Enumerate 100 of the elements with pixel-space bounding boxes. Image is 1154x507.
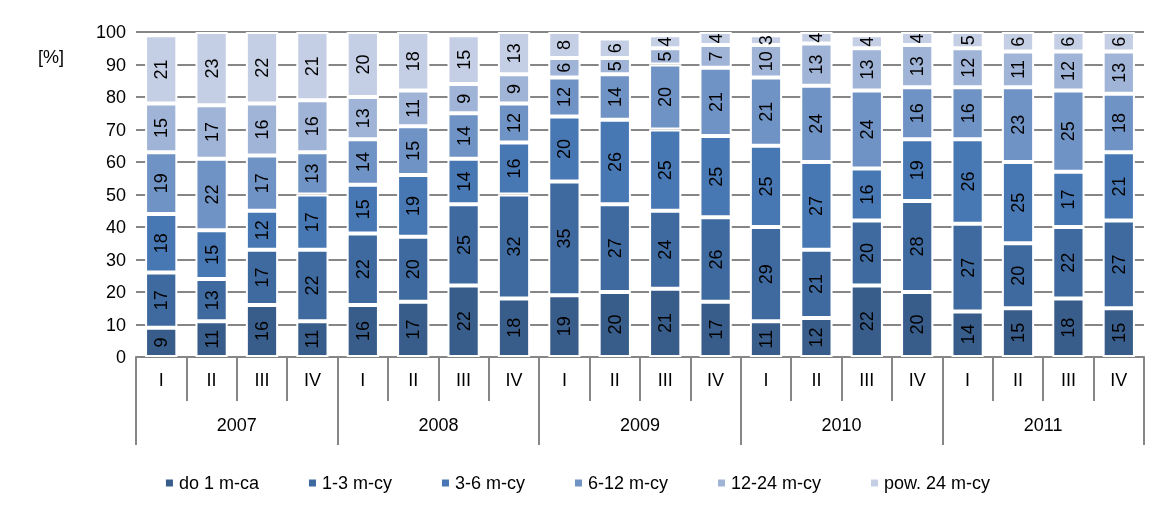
data-label: 21 [806,273,827,294]
data-label: 25 [453,234,474,255]
data-label: 25 [655,160,676,181]
data-label: 4 [705,33,726,44]
data-label: 15 [1008,322,1028,343]
data-label: 21 [705,91,726,112]
data-label: 20 [655,86,676,108]
data-label: 19 [907,160,928,181]
x-tick-label: III [859,370,875,390]
x-tick-label: I [763,370,769,390]
x-tick-label: II [408,370,419,390]
data-label: 17 [201,121,222,142]
data-label: 25 [756,176,776,197]
data-label: 13 [1108,62,1129,83]
data-label: 22 [1058,252,1079,273]
data-label: 22 [252,57,272,78]
y-tick-label: 10 [105,314,126,335]
y-tick-label: 80 [105,87,126,107]
x-tick-label: II [206,370,217,390]
data-label: 6 [554,62,575,73]
data-label: 12 [554,86,575,108]
data-label: 15 [1108,322,1129,343]
data-label: 17 [1058,189,1079,210]
data-label: 20 [1008,265,1028,286]
data-label: 17 [252,173,272,194]
data-label: 11 [302,329,323,349]
data-label: 17 [151,290,172,311]
data-label: 22 [856,311,877,332]
legend-label: pow. 24 m-cy [884,473,991,493]
data-label: 22 [352,259,373,280]
data-label: 5 [655,51,676,62]
data-label: 8 [554,39,575,51]
data-label: 15 [352,199,373,220]
data-label: 9 [453,93,474,104]
data-label: 13 [352,108,373,129]
y-tick-label: 40 [105,217,126,237]
legend-label: 1-3 m-cy [321,473,392,493]
data-label: 9 [151,337,172,348]
data-label: 22 [453,311,474,332]
data-label: 20 [352,54,373,75]
data-label: 17 [705,319,726,340]
data-label: 26 [705,249,726,270]
data-label: 21 [302,56,323,77]
data-label: 6 [1008,36,1028,47]
data-label: 20 [907,314,928,335]
data-label: 24 [655,239,676,260]
data-label: 13 [856,59,877,80]
data-label: 12 [252,220,272,241]
x-tick-label: IV [505,370,523,390]
data-label: 11 [1008,60,1028,79]
text: 2010 [821,415,862,435]
data-label: 11 [756,329,776,349]
data-label: 9 [504,83,524,94]
data-label: 26 [604,151,625,173]
x-tick-label: III [456,370,472,390]
legend-label: 3-6 m-cy [454,473,525,493]
data-label: 16 [856,184,877,205]
data-label: 20 [856,242,877,264]
x-tick-label: I [965,370,971,390]
data-label: 17 [252,267,272,288]
y-axis-title: [%] [38,47,65,67]
data-label: 35 [554,228,575,249]
legend-label: do 1 m-ca [178,473,260,493]
data-label: 19 [403,195,424,216]
data-label: 16 [252,320,272,342]
data-label: 24 [856,119,877,140]
data-label: 18 [504,317,524,338]
data-label: 7 [705,51,726,62]
data-label: 6 [604,43,625,54]
x-tick-label: III [1060,370,1076,390]
data-label: 5 [957,35,978,46]
data-label: 21 [655,312,676,333]
data-label: 3 [756,35,776,46]
data-label: 32 [504,236,524,257]
data-label: 14 [453,125,474,147]
data-label: 17 [302,212,323,233]
data-label: 12 [806,327,827,348]
data-label: 16 [907,103,928,124]
data-label: 18 [151,233,172,254]
data-label: 10 [756,51,776,72]
data-label: 25 [1008,192,1028,213]
y-tick-label: 100 [95,22,126,42]
data-label: 12 [1058,60,1079,82]
x-tick-label: III [254,370,270,390]
text: 2007 [216,415,257,435]
data-label: 16 [352,320,373,342]
data-label: 24 [806,113,827,134]
x-tick-label: IV [1110,370,1128,390]
data-label: 13 [504,43,524,64]
y-tick-label: 60 [105,152,126,172]
data-label: 27 [806,195,827,216]
data-label: 16 [957,103,978,124]
text: 2009 [619,415,661,435]
data-label: 16 [504,158,524,179]
x-tick-label: II [609,370,620,390]
data-label: 15 [201,244,222,265]
text: 2008 [418,415,459,435]
data-label: 15 [403,140,424,161]
data-label: 6 [1108,36,1129,47]
data-label: 21 [756,101,776,122]
